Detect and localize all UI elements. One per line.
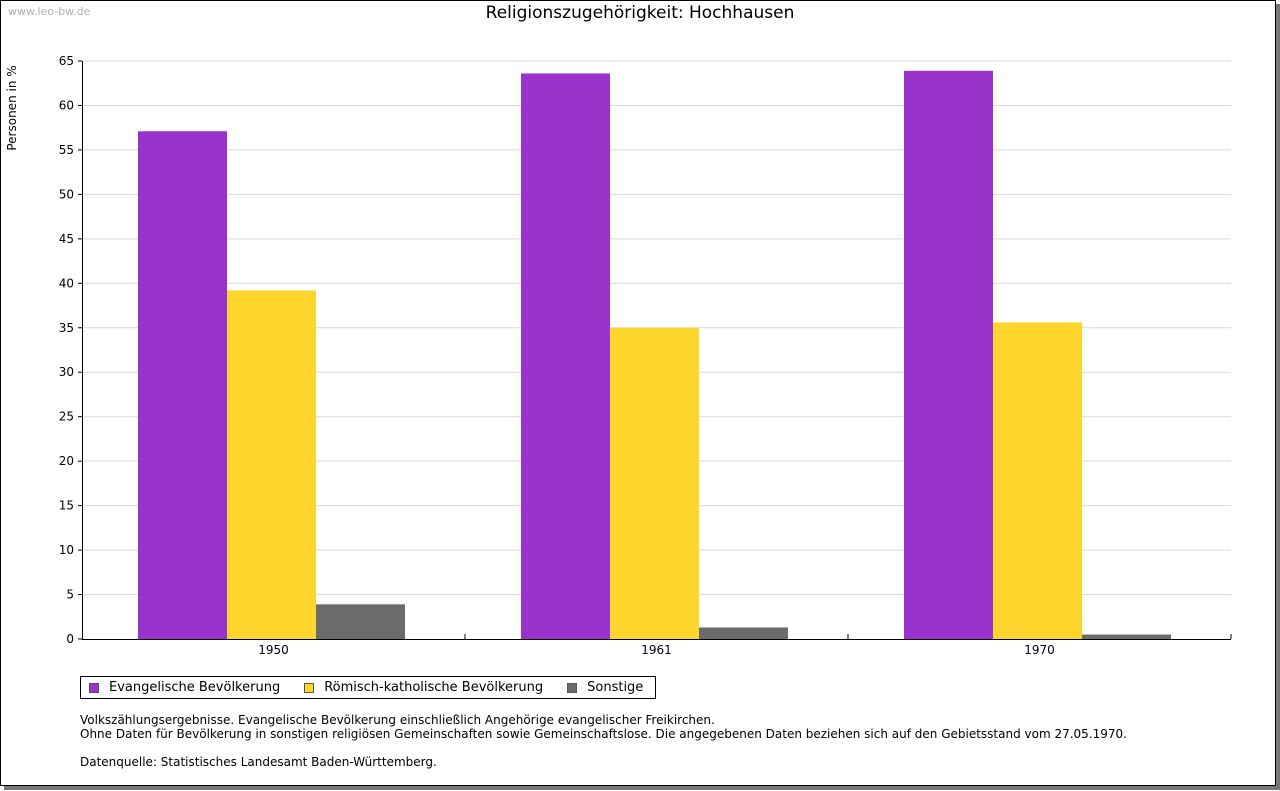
y-axis-label: Personen in % <box>5 65 19 150</box>
bar <box>316 604 405 639</box>
bar <box>227 290 316 639</box>
y-tick-label: 10 <box>59 543 74 557</box>
y-tick-label: 5 <box>66 588 74 602</box>
y-tick-label: 15 <box>59 499 74 513</box>
bar <box>610 327 699 639</box>
x-tick-label: 1970 <box>1024 643 1055 657</box>
data-source: Datenquelle: Statistisches Landesamt Bad… <box>80 755 437 769</box>
legend-swatch <box>567 682 578 693</box>
y-tick-label: 0 <box>66 632 74 646</box>
x-tick-label: 1950 <box>258 643 289 657</box>
footnotes: Volkszählungsergebnisse. Evangelische Be… <box>80 713 1127 769</box>
watermark: www.leo-bw.de <box>8 5 91 18</box>
y-tick-label: 20 <box>59 454 74 468</box>
y-tick-label: 55 <box>59 143 74 157</box>
bar <box>699 627 788 639</box>
y-tick-label: 25 <box>59 410 74 424</box>
y-tick-label: 40 <box>59 276 74 290</box>
footnote-line-1: Volkszählungsergebnisse. Evangelische Be… <box>80 713 715 727</box>
axes: 0 5 10 15 20 25 30 35 40 45 50 55 60 65 1950 1961 1970 <box>59 54 1232 657</box>
y-tick-label: 60 <box>59 98 74 112</box>
y-tick-label: 35 <box>59 321 74 335</box>
legend-label: Römisch-katholische Bevölkerung <box>324 680 544 695</box>
legend-swatch <box>304 682 315 693</box>
legend: Evangelische Bevölkerung Römisch-katholis… <box>80 676 657 699</box>
bars <box>138 70 1171 640</box>
legend-item: Evangelische Bevölkerung <box>89 680 280 695</box>
legend-swatch <box>89 682 99 693</box>
x-tick-label: 1961 <box>641 643 672 657</box>
y-tick-label: 30 <box>59 365 74 379</box>
footnote-line-2: Ohne Daten für Bevölkerung in sonstigen … <box>80 727 1127 741</box>
legend-label: Sonstige <box>587 680 644 695</box>
y-tick-label: 45 <box>59 232 74 246</box>
chart-title: Religionszugehörigkeit: Hochhausen <box>485 3 795 23</box>
legend-label: Evangelische Bevölkerung <box>109 680 281 695</box>
bar <box>521 73 610 640</box>
legend-item: Römisch-katholische Bevölkerung <box>304 680 543 695</box>
y-tick-label: 50 <box>59 187 74 201</box>
legend-item: Sonstige <box>567 680 643 695</box>
bar <box>993 322 1082 639</box>
bar <box>1082 634 1171 639</box>
bar <box>904 70 993 639</box>
bar <box>138 131 227 639</box>
y-tick-label: 65 <box>59 54 74 68</box>
